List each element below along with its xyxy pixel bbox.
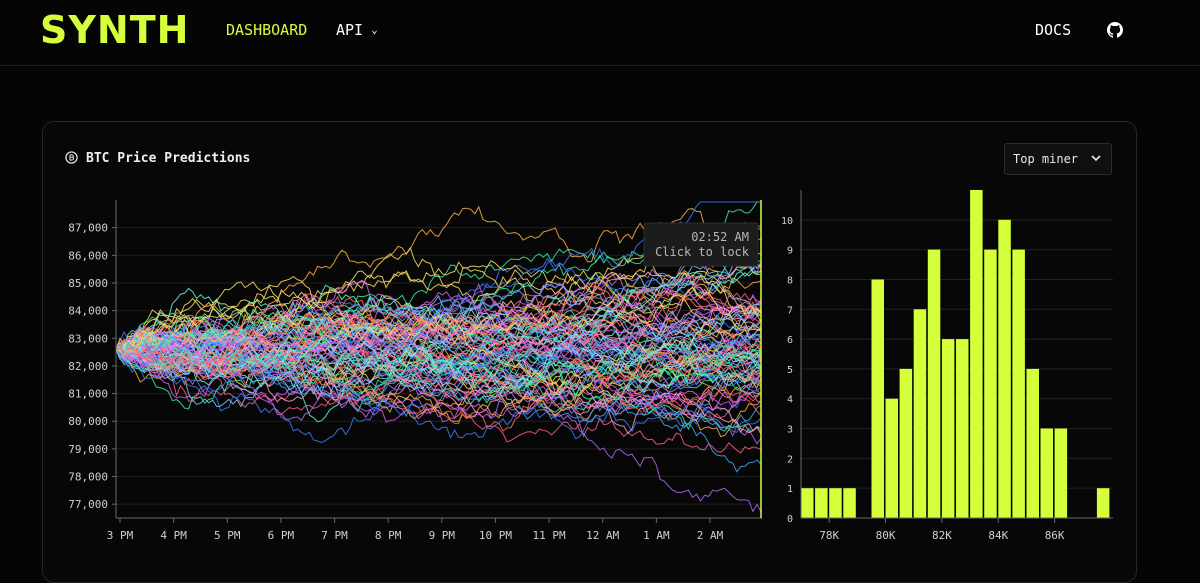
x-tick-label: 2 AM [697,529,724,542]
price-path-line [115,281,762,362]
price-path-line [115,297,762,367]
tooltip-time: 02:52 AM [691,230,749,244]
y-tick-label: 77,000 [68,498,108,511]
price-path-line [115,258,762,354]
y-tick-label: 87,000 [68,222,108,235]
card-title-text: BTC Price Predictions [86,151,251,166]
x-tick-label: 12 AM [586,529,619,542]
nav-api-menu[interactable]: API ⌄ [336,21,378,39]
nav-api-label: API [336,21,364,39]
x-tick-label: 8 PM [375,529,402,542]
y-tick-label: 84,000 [68,305,108,318]
price-path-line [115,325,762,403]
nav-docs[interactable]: DOCS [1035,21,1072,39]
price-path-line [115,328,762,432]
x-tick-label: 3 PM [107,529,134,542]
miner-select[interactable]: Top miner [1004,143,1112,175]
miner-select-value: Top miner [1013,152,1079,166]
hover-tooltip: 02:52 AM Click to lock [643,222,759,267]
price-path-line [115,283,762,369]
price-path-line [115,324,762,394]
top-bar: SYNTH DASHBOARD API ⌄ DOCS [0,0,1200,66]
x-tick-label: 5 PM [214,529,241,542]
y-tick-label: 79,000 [68,443,108,456]
card-title: BTC Price Predictions [65,151,250,166]
tooltip-hint: Click to lock [655,245,750,259]
y-tick-label: 82,000 [68,360,108,373]
y-tick-label: 78,000 [68,471,108,484]
chevron-down-icon [1091,155,1101,162]
x-tick-label: 1 AM [643,529,670,542]
price-path-line [115,333,762,434]
price-paths-chart[interactable]: 77,000 78,000 79,000 80,000 81,000 82,000 83,0… [0,0,1200,560]
price-path-line [116,267,762,352]
y-tick-label: 83,000 [68,332,108,345]
y-tick-label: 85,000 [68,277,108,290]
synth-logo[interactable]: SYNTH [40,8,190,52]
y-tick-label: 86,000 [68,249,108,262]
price-path-line [115,303,762,408]
price-path-line [115,308,762,386]
price-path-line [115,246,762,362]
chevron-down-icon: ⌄ [371,23,378,36]
price-path-line [115,348,762,440]
price-path-line [115,286,762,350]
nav-dashboard[interactable]: DASHBOARD [226,21,308,39]
y-tick-label: 80,000 [68,415,108,428]
bitcoin-icon [65,151,78,164]
price-path-line [115,341,762,393]
price-path-line [115,335,762,473]
price-path-line [115,279,762,357]
price-path-line [115,327,762,409]
price-path-line [115,309,762,376]
price-path-line [115,337,762,417]
y-tick-label: 81,000 [68,388,108,401]
x-tick-label: 9 PM [429,529,456,542]
price-path-line [115,348,762,405]
x-tick-label: 10 PM [479,529,512,542]
price-path-line [115,331,762,407]
price-path-line [115,336,762,395]
github-icon[interactable] [1107,22,1123,38]
price-path-line [115,329,762,513]
x-tick-label: 6 PM [268,529,295,542]
price-path-line [115,287,762,374]
x-tick-label: 7 PM [321,529,348,542]
price-path-line [115,255,762,360]
price-path-line [115,272,762,365]
x-tick-label: 11 PM [533,529,566,542]
x-tick-label: 4 PM [160,529,187,542]
